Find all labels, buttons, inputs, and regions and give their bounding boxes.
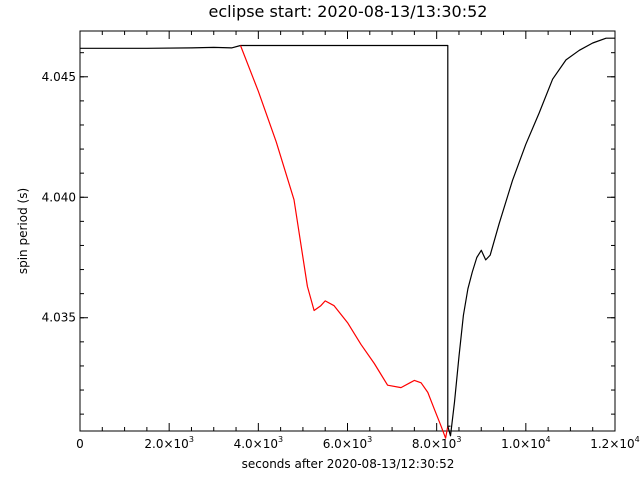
x-tick-label: 6.0×103 xyxy=(323,435,373,451)
series-line-2 xyxy=(239,45,449,439)
y-tick-label: 4.040 xyxy=(42,190,76,204)
x-tick-label: 1.0×104 xyxy=(501,435,551,451)
plot-frame xyxy=(79,30,616,432)
series-line-3 xyxy=(447,37,615,437)
x-tick-label: 2.0×103 xyxy=(144,435,194,451)
y-tick-labels: 4.035 4.040 4.045 xyxy=(42,70,76,325)
x-tick-label: 8.0×103 xyxy=(412,435,462,451)
series-line-1 xyxy=(80,44,451,427)
x-tick-labels: 0 2.0×103 4.0×103 6.0×103 8.0×103 1.0×104 1.2×… xyxy=(76,435,640,451)
y-axis-label: spin period (s) xyxy=(16,188,30,274)
x-axis-label: seconds after 2020-08-13/12:30:52 xyxy=(242,457,455,471)
y-tick-label: 4.045 xyxy=(42,70,76,84)
x-tick-label: 0 xyxy=(76,437,84,451)
axis-ticks xyxy=(79,31,616,431)
x-tick-label: 4.0×103 xyxy=(234,435,284,451)
chart-title: eclipse start: 2020-08-13/13:30:52 xyxy=(209,2,488,21)
data-series xyxy=(80,37,615,439)
y-tick-label: 4.035 xyxy=(42,311,76,325)
x-tick-label: 1.2×104 xyxy=(590,435,640,451)
